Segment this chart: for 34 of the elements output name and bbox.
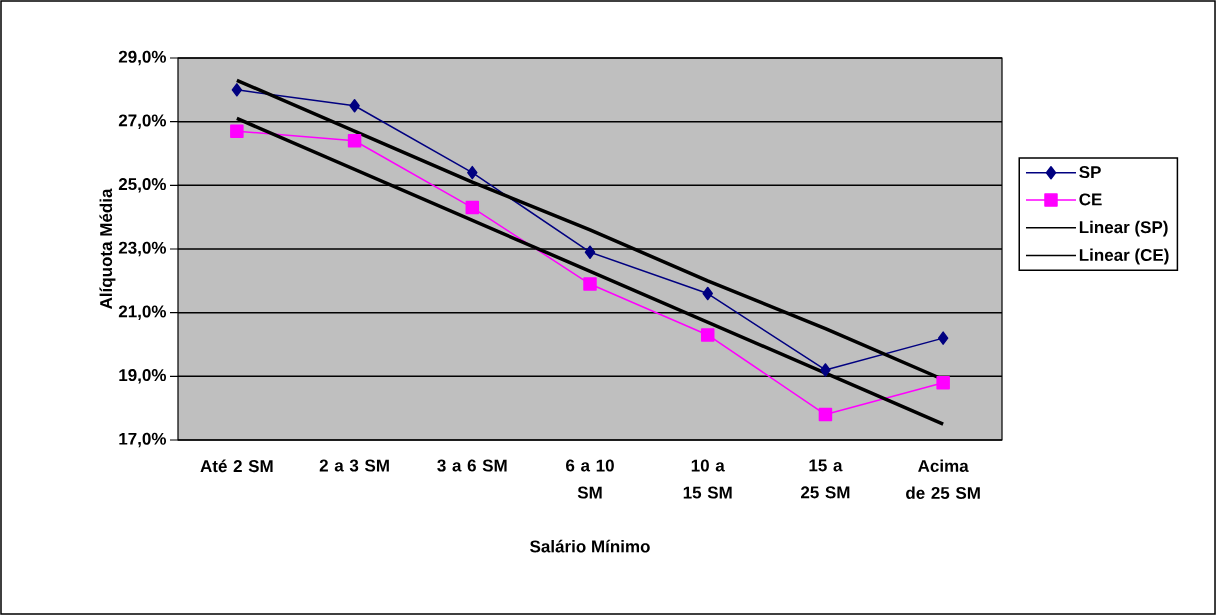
x-tick-label: 2 a 3 SM	[319, 459, 389, 472]
x-tick-label: Acima de 25 SM	[906, 459, 980, 500]
y-tick-label: 27,0%	[118, 114, 167, 129]
y-axis-title: Alíquota Média	[99, 188, 116, 310]
x-tick-label: 6 a 10 SM	[566, 459, 614, 499]
x-tick-label: 15 a 25 SM	[800, 459, 850, 499]
point	[700, 328, 715, 342]
point	[347, 134, 362, 148]
legend-label: CE	[1079, 193, 1102, 206]
y-tick-label: 19,0%	[119, 369, 167, 384]
y-tick-label: 23,0%	[118, 241, 167, 257]
point	[465, 200, 480, 215]
point	[818, 407, 833, 422]
y-tick-label: 17,0%	[119, 432, 167, 448]
point	[230, 124, 244, 138]
point	[349, 99, 360, 113]
x-tick-label: 10 a 15 SM	[683, 459, 732, 499]
point	[583, 277, 597, 291]
x-tick-label: Até 2 SM	[200, 459, 273, 473]
legend-label: Linear (SP)	[1079, 220, 1168, 237]
point	[702, 286, 713, 301]
y-tick-label: 21,0%	[118, 305, 167, 320]
point	[231, 83, 243, 97]
point	[820, 363, 831, 377]
y-tick-label: 25,0%	[118, 178, 167, 193]
x-tick-label: 3 a 6 SM	[437, 459, 507, 472]
legend-label: SP	[1079, 166, 1101, 179]
point	[937, 331, 949, 345]
legend-label: Linear (CE)	[1079, 248, 1169, 265]
x-axis-title: Salário Mínimo	[530, 539, 650, 553]
point	[584, 245, 596, 259]
point	[467, 165, 478, 180]
point	[936, 375, 950, 390]
y-tick-label: 29,0%	[118, 50, 167, 66]
